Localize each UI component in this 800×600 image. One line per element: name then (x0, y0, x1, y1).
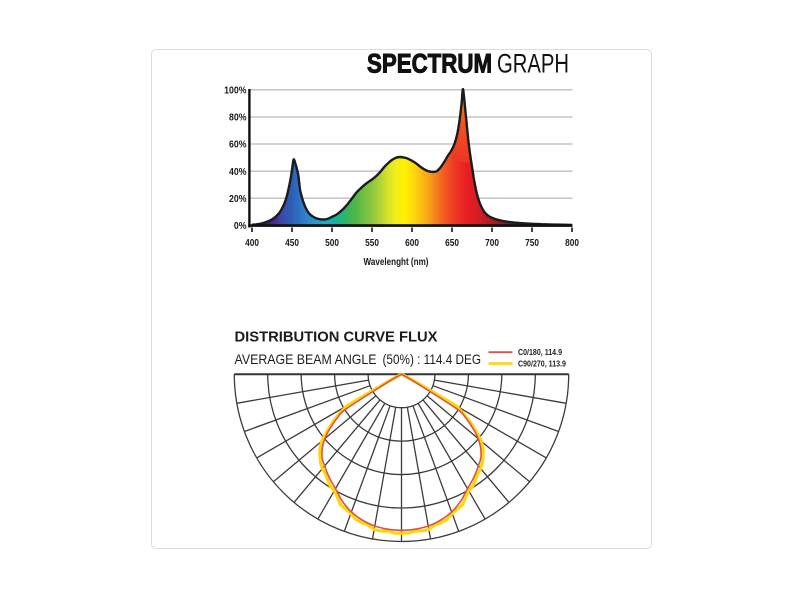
svg-text:60%: 60% (229, 139, 247, 151)
svg-text:600: 600 (405, 236, 419, 248)
svg-text:GRAPH: GRAPH (497, 49, 569, 79)
svg-text:Wavelenght (nm): Wavelenght (nm) (364, 256, 429, 267)
svg-text:80%: 80% (229, 112, 247, 124)
svg-text:450: 450 (285, 236, 299, 248)
svg-text:0%: 0% (234, 220, 247, 232)
svg-text:C90/270, 113.9: C90/270, 113.9 (518, 360, 566, 369)
svg-text:(50%) : 114.4 DEG: (50%) : 114.4 DEG (383, 352, 482, 367)
svg-text:650: 650 (445, 236, 459, 248)
svg-text:SPECTRUM: SPECTRUM (367, 49, 492, 79)
svg-text:400: 400 (245, 236, 259, 248)
svg-text:800: 800 (565, 236, 579, 248)
svg-text:550: 550 (365, 236, 379, 248)
svg-text:700: 700 (485, 236, 499, 248)
svg-text:AVERAGE BEAM ANGLE: AVERAGE BEAM ANGLE (235, 352, 377, 367)
svg-text:DISTRIBUTION CURVE FLUX: DISTRIBUTION CURVE FLUX (235, 329, 438, 346)
svg-text:40%: 40% (229, 166, 247, 178)
svg-text:20%: 20% (229, 193, 247, 205)
svg-text:C0/180, 114.9: C0/180, 114.9 (518, 348, 562, 357)
svg-text:500: 500 (325, 236, 339, 248)
svg-text:750: 750 (525, 236, 539, 248)
svg-text:100%: 100% (224, 85, 247, 97)
